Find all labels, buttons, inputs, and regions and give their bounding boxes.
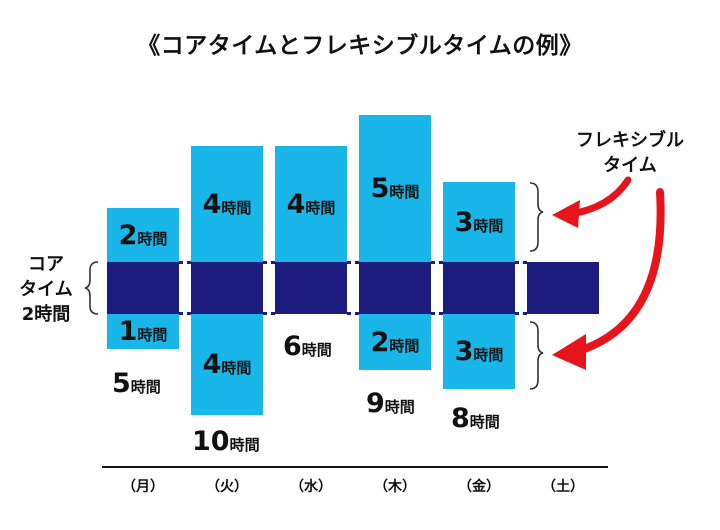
tuesday-total-unit: 時間 <box>229 436 260 454</box>
tuesday-after-hours: 4時間 <box>203 351 252 378</box>
friday-total-unit: 時間 <box>469 413 500 431</box>
wednesday-before-hours: 4時間 <box>287 191 336 218</box>
core-connector-bottom <box>431 312 443 315</box>
monday-before-hours: 2時間 <box>119 222 168 249</box>
thursday-total-unit: 時間 <box>384 398 415 416</box>
tuesday-total: 10時間 <box>192 428 260 455</box>
tuesday-before-unit: 時間 <box>221 198 252 217</box>
friday-before-unit: 時間 <box>473 216 504 235</box>
monday-total-unit: 時間 <box>130 378 161 396</box>
wednesday-total-unit: 時間 <box>301 341 332 359</box>
core-time-brace <box>84 261 99 315</box>
monday-after-block: 1時間 <box>107 314 179 349</box>
monday-after-hours: 1時間 <box>119 318 168 345</box>
friday-before-hours: 3時間 <box>455 209 504 236</box>
tuesday-before-hours: 4時間 <box>203 191 252 218</box>
day-label-wednesday: （水） <box>290 479 332 495</box>
core-connector-top <box>179 261 191 264</box>
core-time-label-line-3: 2時間 <box>21 304 71 325</box>
tuesday-core-block <box>191 262 263 314</box>
wednesday-total: 6時間 <box>283 333 332 360</box>
core-connector-top <box>431 261 443 264</box>
thursday-after-value: 2 <box>370 326 390 358</box>
thursday-after-unit: 時間 <box>389 336 420 355</box>
lower-arrow-head <box>552 334 586 370</box>
day-label-thursday: （木） <box>374 479 416 495</box>
thursday-before-block: 5時間 <box>359 115 431 262</box>
day-label-tuesday: （火） <box>206 479 248 495</box>
friday-core-block <box>443 262 515 314</box>
tuesday-after-block: 4時間 <box>191 314 263 415</box>
day-label-monday: （月） <box>122 479 164 495</box>
core-connector-bottom <box>347 312 359 315</box>
lower-arrow-shaft <box>571 188 665 356</box>
thursday-core-block <box>359 262 431 314</box>
thursday-after-hours: 2時間 <box>371 329 420 356</box>
friday-after-hours: 3時間 <box>455 338 504 365</box>
thursday-before-hours: 5時間 <box>371 175 420 202</box>
core-time-label-line-1: コア <box>28 254 64 275</box>
flexible-lower-brace <box>529 321 544 390</box>
monday-total-value: 5 <box>112 368 131 399</box>
core-time-label-line-2: タイム <box>19 279 73 300</box>
monday-after-value: 1 <box>118 316 138 347</box>
monday-before-unit: 時間 <box>137 229 168 248</box>
tuesday-after-value: 4 <box>202 349 222 380</box>
flexible-time-label-line-1: フレキシブル <box>576 130 684 151</box>
core-connector-bottom <box>179 312 191 315</box>
wednesday-before-value: 4 <box>286 188 306 220</box>
tuesday-total-value: 10 <box>192 426 230 457</box>
friday-before-value: 3 <box>454 206 474 238</box>
core-connector-bottom <box>263 312 275 315</box>
wednesday-core-block <box>275 262 347 314</box>
flexible-time-label: フレキシブル タイム <box>572 128 688 178</box>
saturday-core-block <box>527 262 599 314</box>
page-title: 《コアタイムとフレキシブルタイムの例》 <box>137 33 583 59</box>
day-label-saturday: （土） <box>542 479 584 495</box>
core-time-label: コア タイム 2時間 <box>18 252 74 327</box>
monday-total: 5時間 <box>112 370 161 397</box>
thursday-before-unit: 時間 <box>389 183 420 201</box>
friday-before-block: 3時間 <box>443 182 515 262</box>
thursday-before-value: 5 <box>370 173 390 204</box>
day-label-friday: （金） <box>458 479 500 495</box>
thursday-total-value: 9 <box>366 388 385 419</box>
core-connector-top <box>515 261 527 264</box>
wednesday-total-value: 6 <box>283 331 302 362</box>
thursday-total: 9時間 <box>366 390 415 417</box>
tuesday-after-unit: 時間 <box>221 359 252 377</box>
timeline-baseline <box>102 466 608 468</box>
friday-after-block: 3時間 <box>443 314 515 389</box>
monday-before-value: 2 <box>118 219 138 251</box>
thursday-after-block: 2時間 <box>359 314 431 370</box>
friday-after-value: 3 <box>454 336 474 367</box>
core-connector-top <box>263 261 275 264</box>
monday-core-block <box>107 262 179 314</box>
friday-total-value: 8 <box>451 403 470 434</box>
flexible-upper-brace <box>529 182 544 252</box>
monday-before-block: 2時間 <box>107 208 179 262</box>
core-connector-top <box>347 261 359 264</box>
upper-arrow-head <box>552 200 580 228</box>
tuesday-before-value: 4 <box>202 188 222 220</box>
friday-total: 8時間 <box>451 405 500 432</box>
wednesday-before-unit: 時間 <box>305 198 336 217</box>
tuesday-before-block: 4時間 <box>191 146 263 262</box>
core-connector-bottom <box>515 312 527 315</box>
friday-after-unit: 時間 <box>473 346 504 364</box>
flexible-time-label-line-2: タイム <box>603 155 657 176</box>
monday-after-unit: 時間 <box>137 326 168 344</box>
wednesday-before-block: 4時間 <box>275 146 347 262</box>
